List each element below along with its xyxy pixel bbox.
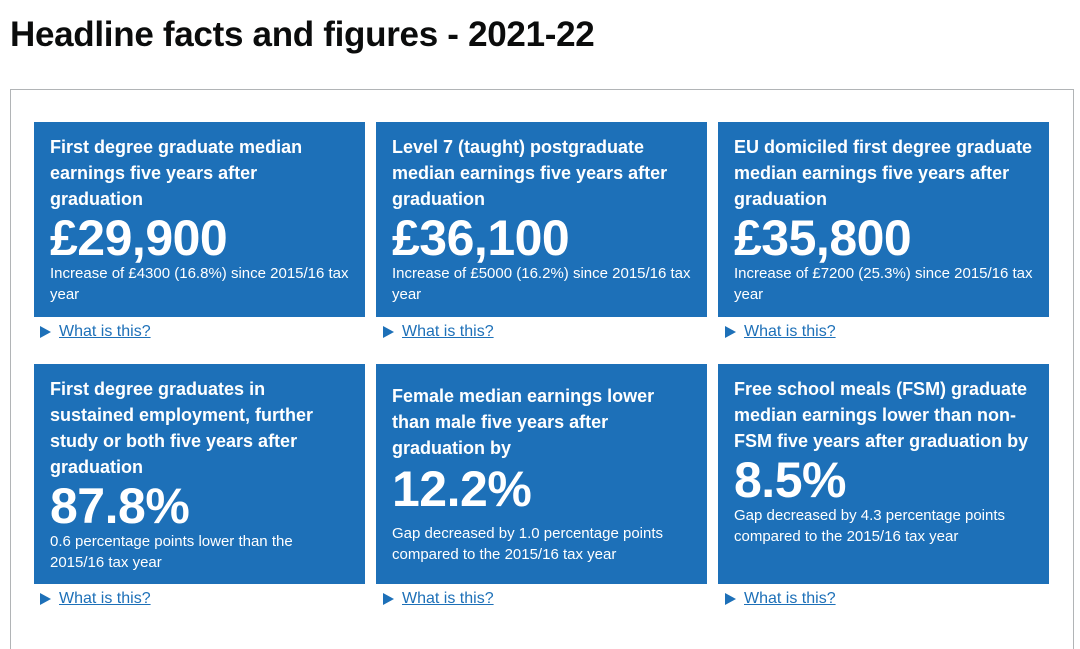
tile-caption: Increase of £7200 (25.3%) since 2015/16 … [734,265,1033,303]
what-is-this-details-4[interactable]: What is this? [40,589,151,609]
tile-value: £29,900 [50,210,228,266]
tile-heading: Level 7 (taught) postgraduate median ear… [392,137,668,209]
what-is-this-link[interactable]: What is this? [744,590,836,607]
what-is-this-details-5[interactable]: What is this? [383,589,494,609]
tile-caption: Gap decreased by 4.3 percentage points c… [734,507,1006,545]
disclosure-triangle-icon [725,326,736,338]
headline-tile-eu-earnings: EU domiciled first degree graduate media… [718,122,1049,317]
what-is-this-details-2[interactable]: What is this? [383,322,494,342]
what-is-this-link[interactable]: What is this? [744,323,836,340]
tile-heading: First degree graduates in sustained empl… [50,379,314,477]
what-is-this-link[interactable]: What is this? [402,590,494,607]
headline-tile-sustained-employment: First degree graduates in sustained empl… [34,364,365,584]
headline-figures-panel [10,89,1074,649]
headline-tile-first-degree-earnings: First degree graduate median earnings fi… [34,122,365,317]
disclosure-triangle-icon [383,326,394,338]
what-is-this-details-1[interactable]: What is this? [40,322,151,342]
tile-heading: Female median earnings lower than male f… [392,386,655,458]
what-is-this-link[interactable]: What is this? [402,323,494,340]
what-is-this-details-3[interactable]: What is this? [725,322,836,342]
tile-value: £35,800 [734,210,912,266]
tile-value: 8.5% [734,452,846,508]
tile-value: 87.8% [50,478,190,534]
disclosure-triangle-icon [40,593,51,605]
tile-caption: Increase of £4300 (16.8%) since 2015/16 … [50,265,349,303]
tile-value: 12.2% [392,461,532,517]
tile-heading: First degree graduate median earnings fi… [50,137,303,209]
disclosure-triangle-icon [40,326,51,338]
what-is-this-link[interactable]: What is this? [59,590,151,607]
what-is-this-details-6[interactable]: What is this? [725,589,836,609]
page-title: Headline facts and figures - 2021-22 [10,15,595,54]
headline-tile-level7-earnings: Level 7 (taught) postgraduate median ear… [376,122,707,317]
headline-tile-fsm-gap: Free school meals (FSM) graduate median … [718,364,1049,584]
tile-caption: Increase of £5000 (16.2%) since 2015/16 … [392,265,691,303]
disclosure-triangle-icon [383,593,394,605]
disclosure-triangle-icon [725,593,736,605]
tile-caption: Gap decreased by 1.0 percentage points c… [392,525,664,563]
tile-caption: 0.6 percentage points lower than the 201… [50,533,293,571]
tile-value: £36,100 [392,210,570,266]
what-is-this-link[interactable]: What is this? [59,323,151,340]
tile-heading: EU domiciled first degree graduate media… [734,137,1033,209]
tile-heading: Free school meals (FSM) graduate median … [734,379,1029,451]
headline-tile-gender-gap: Female median earnings lower than male f… [376,364,707,584]
